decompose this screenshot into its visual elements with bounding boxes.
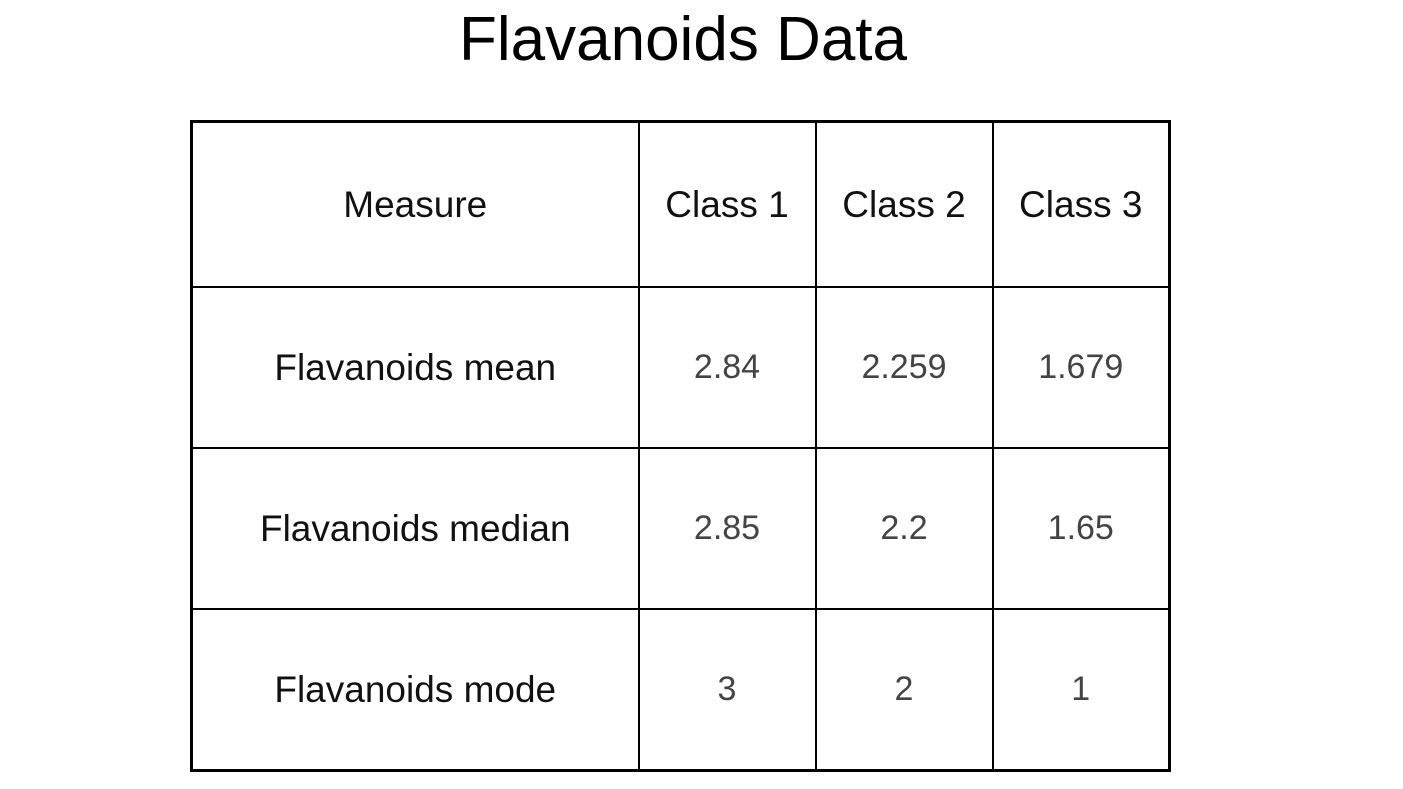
- table-row: Flavanoids mean 2.84 2.259 1.679: [190, 286, 1171, 449]
- row-label-median: Flavanoids median: [190, 447, 640, 610]
- table-row: Flavanoids mode 3 2 1: [190, 608, 1171, 772]
- table-cell: 1: [991, 608, 1171, 772]
- row-label-mode: Flavanoids mode: [190, 608, 640, 772]
- table-cell: 2.2: [814, 447, 994, 610]
- table-cell: 2: [814, 608, 994, 772]
- column-header-class-3: Class 3: [991, 120, 1171, 288]
- column-header-measure: Measure: [190, 120, 640, 288]
- table-cell: 2.85: [637, 447, 817, 610]
- table-cell: 1.679: [991, 286, 1171, 449]
- table-title: Flavanoids Data: [458, 5, 908, 74]
- table-cell: 2.84: [637, 286, 817, 449]
- table-cell: 2.259: [814, 286, 994, 449]
- row-label-mean: Flavanoids mean: [190, 286, 640, 449]
- table-row: Flavanoids median 2.85 2.2 1.65: [190, 447, 1171, 610]
- flavanoids-table: Measure Class 1 Class 2 Class 3 Flavanoi…: [190, 120, 1171, 772]
- header-row: Measure Class 1 Class 2 Class 3: [190, 120, 1171, 288]
- column-header-class-1: Class 1: [637, 120, 817, 288]
- table-cell: 1.65: [991, 447, 1171, 610]
- table-cell: 3: [637, 608, 817, 772]
- column-header-class-2: Class 2: [814, 120, 994, 288]
